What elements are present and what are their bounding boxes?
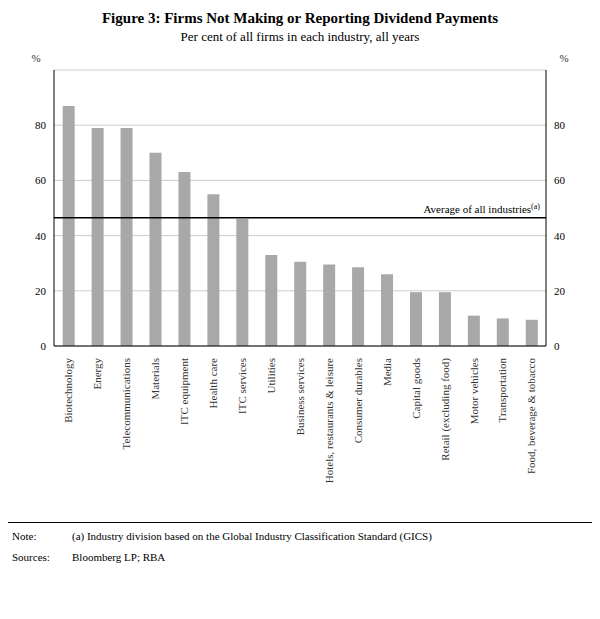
svg-text:Motor vehicles: Motor vehicles — [467, 358, 479, 424]
svg-text:20: 20 — [35, 285, 47, 297]
svg-text:Retail (excluding food): Retail (excluding food) — [439, 358, 452, 461]
svg-text:0: 0 — [554, 340, 560, 352]
svg-text:40: 40 — [35, 230, 47, 242]
svg-text:Business services: Business services — [294, 358, 306, 435]
svg-text:ITC services: ITC services — [236, 358, 248, 414]
svg-text:60: 60 — [554, 174, 566, 186]
svg-text:Food, beverage & tobacco: Food, beverage & tobacco — [525, 358, 537, 475]
svg-text:Energy: Energy — [91, 358, 103, 390]
svg-text:60: 60 — [35, 174, 47, 186]
svg-text:0: 0 — [41, 340, 47, 352]
svg-text:Materials: Materials — [149, 358, 161, 400]
svg-text:Consumer durables: Consumer durables — [352, 358, 364, 443]
svg-text:80: 80 — [554, 119, 566, 131]
svg-text:Capital goods: Capital goods — [410, 358, 422, 419]
svg-text:Transportation: Transportation — [496, 358, 508, 423]
svg-text:Utilities: Utilities — [265, 358, 277, 393]
svg-text:20: 20 — [554, 285, 566, 297]
svg-text:40: 40 — [554, 230, 566, 242]
html-text:Bloomberg LP; RBA: Bloomberg LP; RBA — [72, 551, 166, 563]
svg-text:80: 80 — [35, 119, 47, 131]
svg-text:%: % — [559, 52, 568, 64]
html-text:Sources:: Sources: — [12, 551, 50, 563]
html-text:Note:: Note: — [12, 530, 37, 542]
svg-text:Telecommunications: Telecommunications — [120, 358, 132, 449]
svg-text:Health care: Health care — [207, 358, 219, 408]
svg-text:%: % — [31, 52, 40, 64]
svg-text:Biotechnology: Biotechnology — [62, 358, 74, 423]
html-text:Figure 3: Firms Not Making or: Figure 3: Firms Not Making or Reporting … — [102, 10, 498, 26]
html-text:(a) Industry division based on: (a) Industry division based on the Globa… — [72, 530, 432, 542]
html-text:Per cent of all firms in each: Per cent of all firms in each industry, … — [180, 29, 420, 44]
svg-text:Average of all industries(a): Average of all industries(a) — [423, 202, 540, 215]
svg-text:Hotels, restaurants & leisure: Hotels, restaurants & leisure — [323, 358, 335, 483]
svg-text:Media: Media — [381, 358, 393, 386]
svg-text:ITC equipment: ITC equipment — [178, 358, 190, 425]
